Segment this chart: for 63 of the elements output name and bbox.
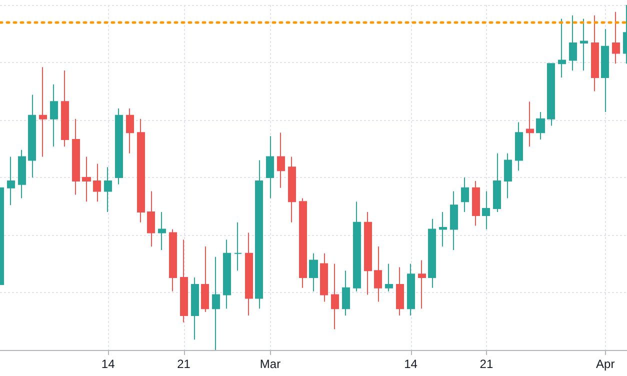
candlestick: [364, 212, 372, 296]
candlestick: [418, 260, 426, 310]
candlestick: [158, 212, 166, 250]
candlestick: [396, 266, 404, 316]
candlestick: [50, 84, 58, 147]
candlestick: [191, 277, 199, 340]
candlestick: [428, 218, 436, 288]
x-tick-label: 21: [177, 357, 191, 371]
candlestick: [536, 111, 545, 140]
candlestick: [201, 246, 209, 313]
candlestick: [72, 118, 80, 196]
candlestick: [526, 101, 534, 147]
candlestick: [223, 239, 231, 310]
candlestick: [245, 232, 253, 316]
candlestick: [569, 14, 577, 72]
candlestick: [39, 66, 47, 158]
candlestick: [288, 156, 296, 223]
candlestick: [309, 252, 318, 292]
candlestick: [212, 256, 220, 350]
candlestick: [169, 228, 177, 292]
candlestick: [7, 156, 15, 206]
candlestick: [126, 108, 134, 154]
candlestick: [255, 160, 263, 310]
candlestick: [320, 252, 328, 302]
candlestick: [61, 70, 69, 147]
candlestick: [558, 18, 566, 78]
candlestick: [18, 149, 26, 199]
x-tick-label: 21: [480, 357, 494, 371]
candlestick: [342, 270, 350, 316]
candlestick: [591, 14, 599, 92]
candlestick: [515, 122, 523, 172]
candlestick: [266, 136, 274, 199]
candlestick: [180, 239, 188, 323]
candlestick: [493, 152, 501, 212]
candlestick: [612, 11, 620, 64]
candlestick: [104, 166, 112, 212]
candlestick: [580, 18, 588, 72]
candlestick: [353, 201, 361, 292]
candlestick: [82, 156, 91, 202]
x-tick-label: Apr: [596, 357, 615, 371]
candlestick: [385, 263, 393, 292]
candlestick: [601, 28, 609, 112]
candlestick: [277, 132, 285, 188]
candlestick: [472, 180, 480, 226]
candlestick: [374, 246, 382, 302]
candlestick: [28, 94, 36, 178]
candlestick: [461, 177, 469, 212]
candlestick: [147, 190, 155, 247]
candlestick: [331, 263, 339, 330]
candlestick: [137, 118, 145, 223]
candlestick: [450, 190, 458, 250]
candlestick: [234, 222, 242, 272]
candlestick: [547, 63, 555, 126]
x-tick-label: Mar: [260, 357, 281, 371]
candlestick: [439, 212, 447, 247]
candlestick: [299, 198, 307, 288]
x-tick-label: 14: [101, 357, 116, 371]
candlestick: [407, 263, 415, 316]
candlestick: [504, 152, 512, 199]
x-tick-label: 14: [404, 357, 418, 371]
candlestick: [482, 190, 490, 230]
candlestick: [93, 163, 101, 202]
candlestick: [115, 108, 123, 185]
